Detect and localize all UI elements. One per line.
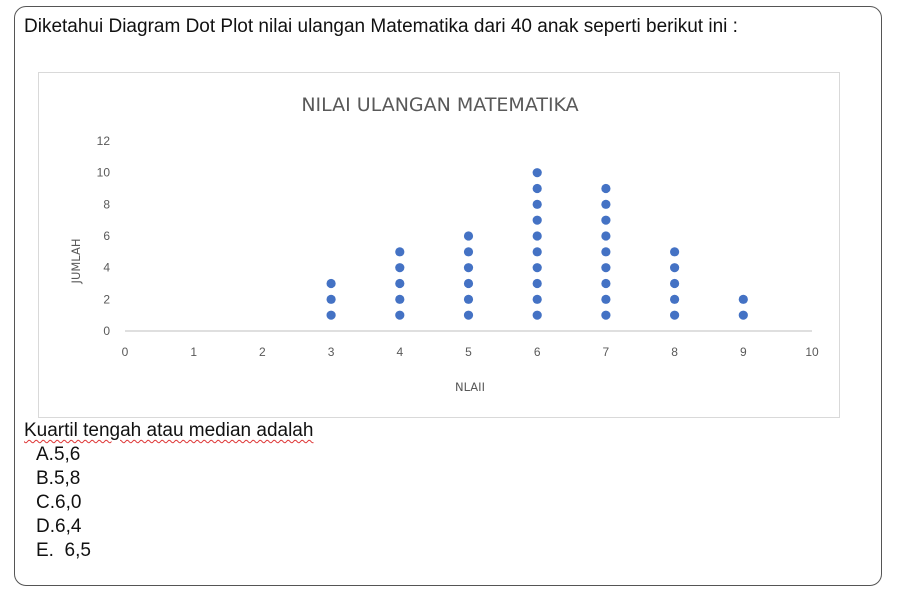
dot-plot-svg: NILAI ULANGAN MATEMATIKA JUMLAH NLAII 0 2… <box>69 94 819 394</box>
data-point <box>532 231 542 241</box>
data-point <box>532 183 542 194</box>
data-point <box>532 263 542 273</box>
data-point <box>463 310 474 320</box>
y-tick-label: 4 <box>103 261 110 275</box>
data-point <box>326 278 336 289</box>
y-axis-label: JUMLAH <box>69 239 83 285</box>
x-tick-label: 0 <box>122 345 129 359</box>
data-point <box>670 263 680 273</box>
data-point <box>395 263 405 273</box>
x-tick-label: 6 <box>534 345 541 359</box>
data-point <box>532 199 542 209</box>
data-point <box>601 310 611 320</box>
x-tick-label: 5 <box>465 345 472 359</box>
data-point <box>532 247 542 257</box>
dot-plot-chart: NILAI ULANGAN MATEMATIKA JUMLAH NLAII 0 2… <box>38 72 840 418</box>
data-point <box>463 294 474 304</box>
y-tick-label: 8 <box>103 197 110 211</box>
data-point <box>532 168 542 178</box>
x-tick-label: 3 <box>328 345 335 359</box>
data-point <box>326 294 336 304</box>
y-tick-label: 0 <box>103 324 110 338</box>
y-tick-label: 10 <box>97 166 111 180</box>
x-tick-label: 9 <box>740 345 747 359</box>
question-text: Diketahui Diagram Dot Plot nilai ulangan… <box>24 16 738 37</box>
data-point <box>601 263 611 273</box>
data-point <box>532 215 542 225</box>
data-point <box>601 294 611 304</box>
option-a[interactable]: A.5,6 <box>36 444 81 465</box>
x-tick-label: 2 <box>259 345 266 359</box>
data-point <box>395 310 405 320</box>
y-tick-label: 12 <box>97 134 111 148</box>
question-frame <box>14 6 882 586</box>
x-tick-label: 8 <box>671 345 678 359</box>
data-point <box>670 247 680 257</box>
option-c[interactable]: C.6,0 <box>36 492 82 513</box>
data-point <box>395 294 405 304</box>
data-point <box>670 294 680 304</box>
data-point <box>326 310 336 320</box>
data-point <box>601 215 611 225</box>
data-point <box>601 199 611 209</box>
x-axis-label: NLAII <box>455 380 485 394</box>
data-point <box>601 183 611 194</box>
data-point <box>532 278 542 289</box>
data-point <box>463 231 474 241</box>
data-point <box>670 278 680 289</box>
y-tick-label: 6 <box>103 229 110 243</box>
option-e[interactable]: E. 6,5 <box>36 540 91 561</box>
x-tick-label: 1 <box>190 345 197 359</box>
x-tick-label: 4 <box>396 345 403 359</box>
y-tick-label: 2 <box>103 292 110 306</box>
data-point <box>463 247 474 257</box>
data-point <box>738 310 748 320</box>
sub-question-text: Kuartil tengah atau median adalah <box>24 420 314 441</box>
data-point <box>532 294 542 304</box>
sub-question: Kuartil tengah atau median adalah <box>24 420 313 442</box>
option-b[interactable]: B.5,8 <box>36 468 81 489</box>
x-tick-label: 10 <box>805 345 819 359</box>
data-point <box>670 310 680 320</box>
data-point <box>601 231 611 241</box>
data-point <box>532 310 542 320</box>
data-point <box>601 278 611 289</box>
option-d[interactable]: D.6,4 <box>36 516 82 537</box>
data-point <box>738 294 748 304</box>
chart-title: NILAI ULANGAN MATEMATIKA <box>301 94 578 116</box>
data-point <box>395 247 405 257</box>
answer-options: A.5,6 B.5,8 C.6,0 D.6,4 E. 6,5 <box>36 443 91 563</box>
data-point <box>463 278 474 289</box>
x-tick-label: 7 <box>603 345 610 359</box>
data-point <box>395 278 405 289</box>
data-point <box>601 247 611 257</box>
data-point <box>463 263 474 273</box>
